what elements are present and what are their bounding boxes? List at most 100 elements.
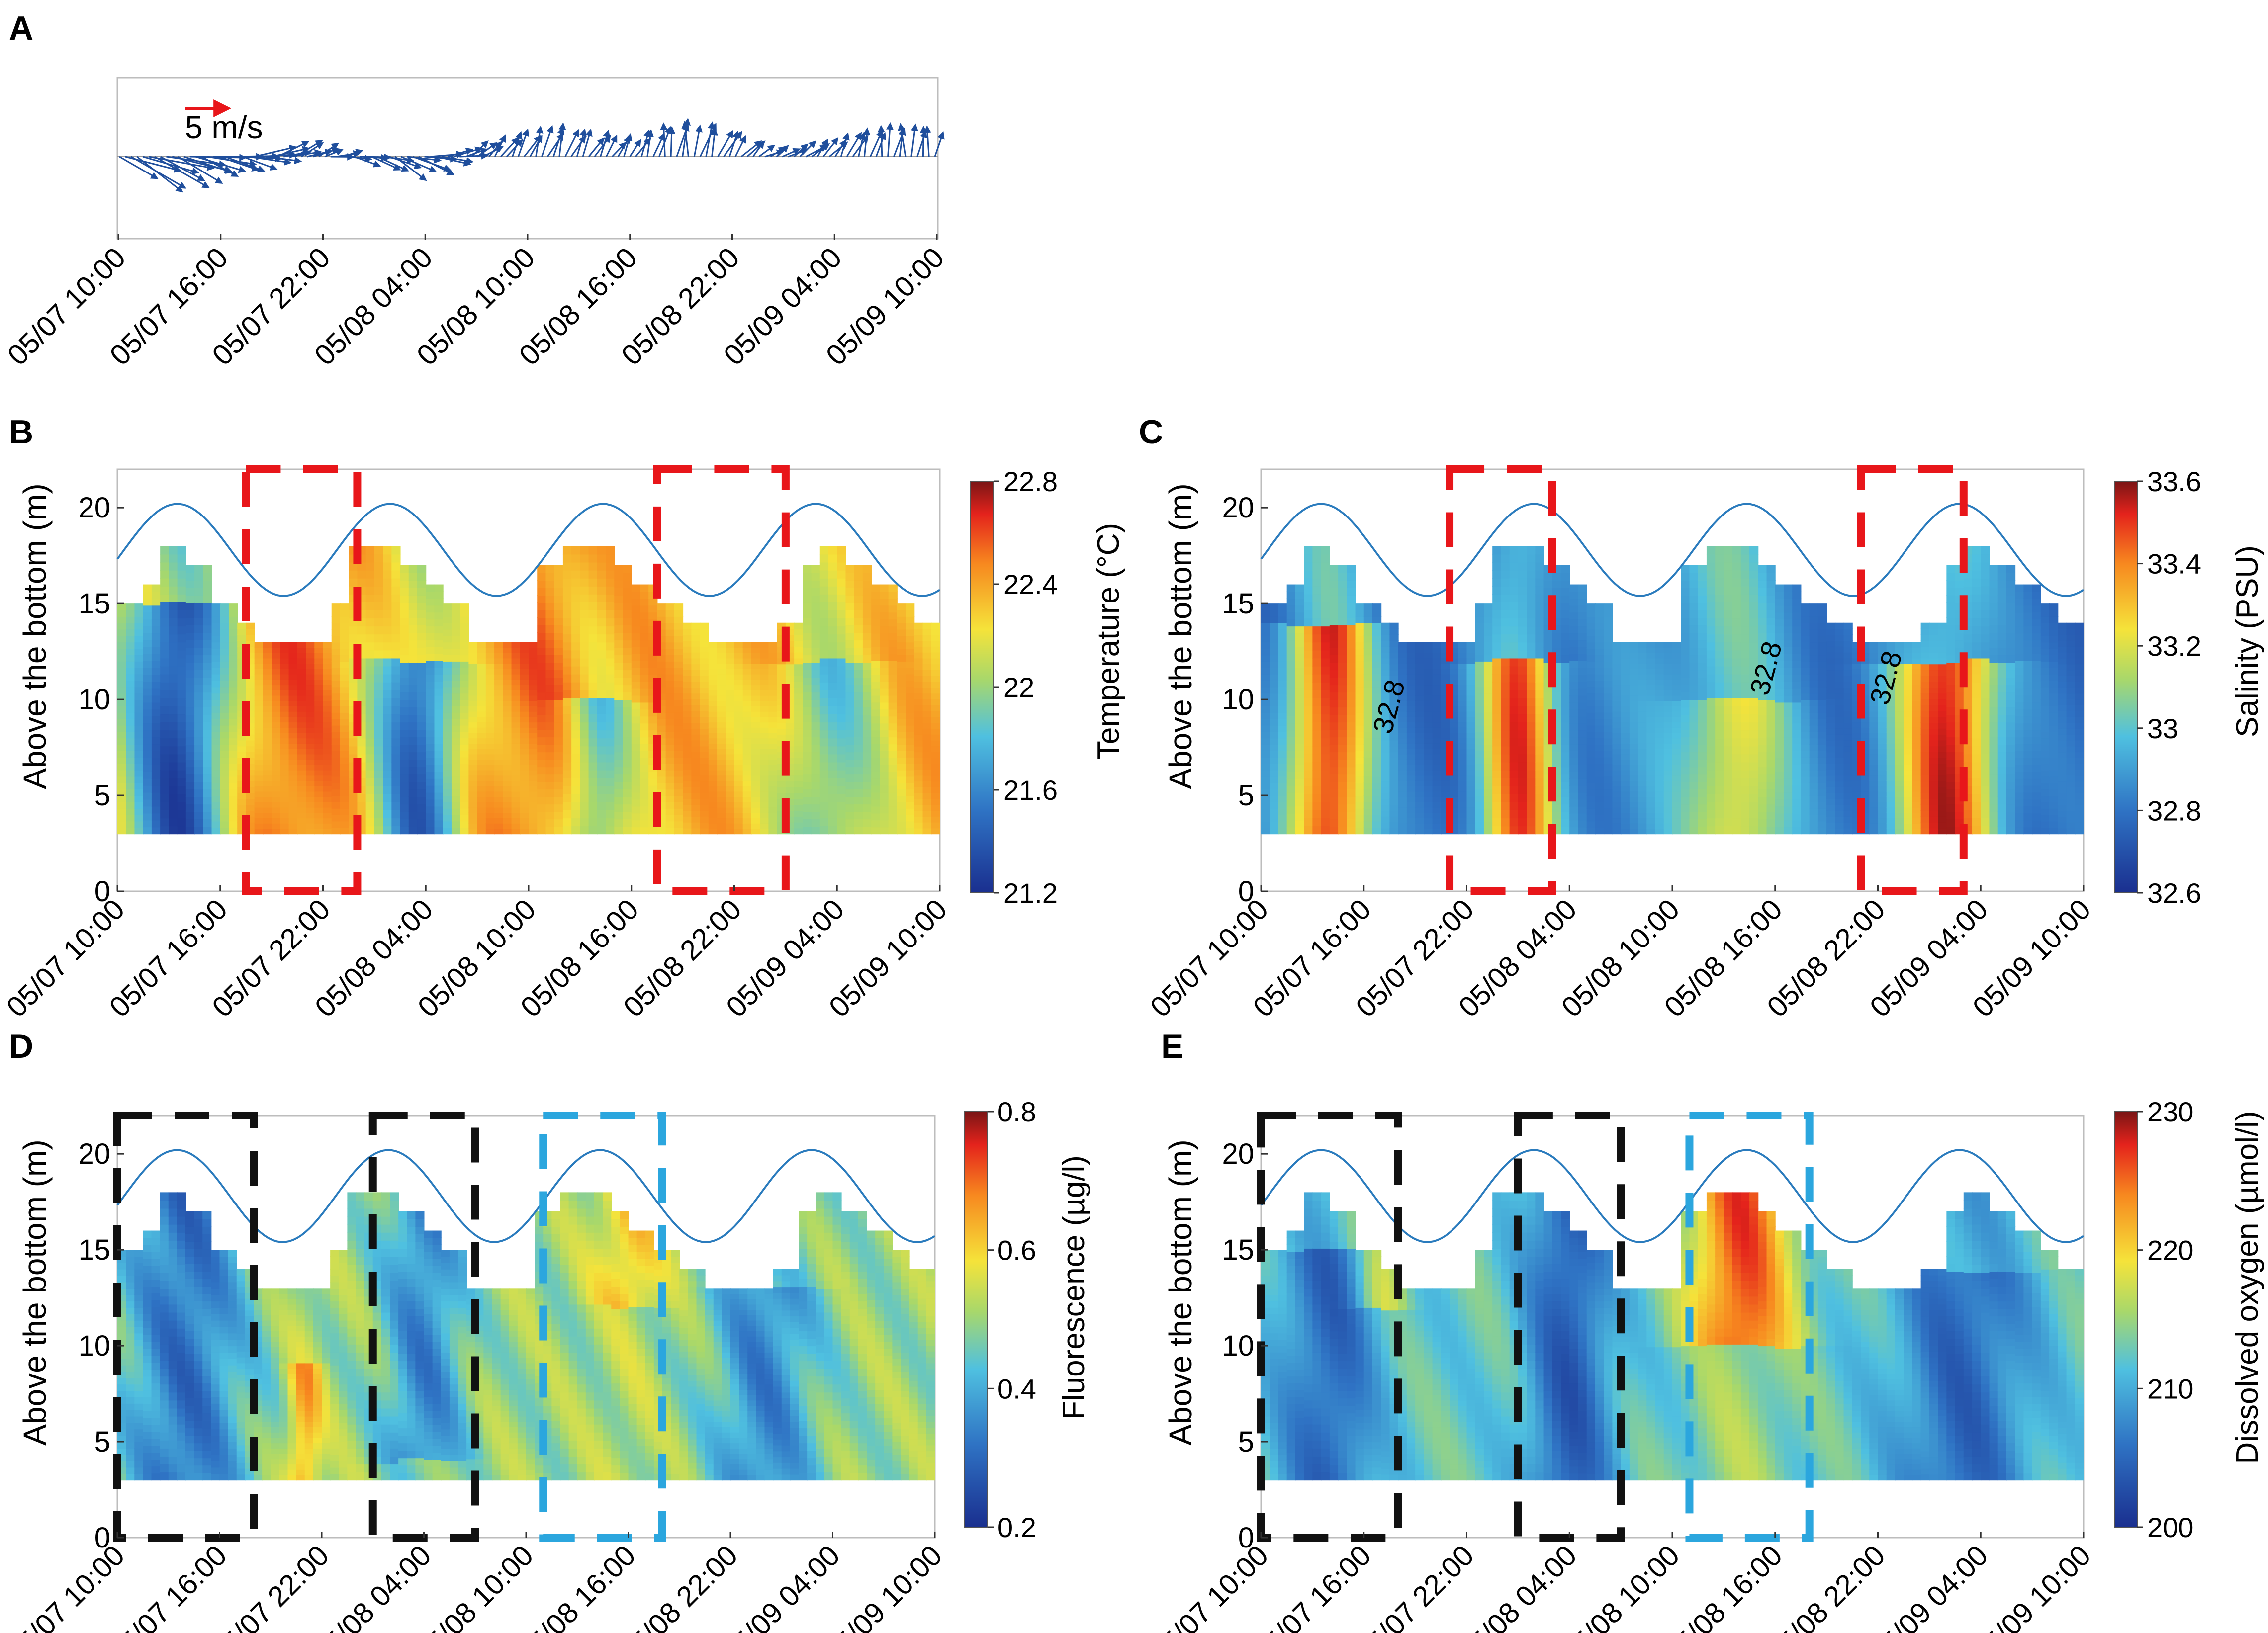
heat-cell xyxy=(871,792,881,800)
heat-cell xyxy=(1450,780,1459,786)
heat-cell xyxy=(297,647,307,653)
heat-cell xyxy=(760,828,769,835)
heat-cell xyxy=(819,618,829,627)
heat-cell xyxy=(580,642,589,651)
heat-cell xyxy=(588,618,598,627)
heat-cell xyxy=(1527,762,1536,771)
wind-arrow xyxy=(219,156,260,172)
heat-cell xyxy=(1304,554,1313,563)
heat-cell xyxy=(160,682,170,690)
heat-cell xyxy=(1535,626,1544,635)
heat-cell xyxy=(331,635,341,643)
heat-cell xyxy=(683,734,692,741)
heat-cell xyxy=(151,688,161,696)
heat-cell xyxy=(1527,618,1536,627)
y-tick-label: 15 xyxy=(78,588,110,620)
heat-cell xyxy=(1501,809,1510,819)
heat-cell xyxy=(1363,738,1373,745)
wind-arrow xyxy=(552,127,565,157)
heat-cell xyxy=(1398,791,1407,797)
heat-cell xyxy=(1415,663,1425,669)
heat-cell xyxy=(639,584,649,592)
heat-cell xyxy=(914,757,923,764)
heat-cell xyxy=(151,723,161,731)
heat-cell xyxy=(1535,809,1544,819)
heat-cell xyxy=(408,595,418,603)
heat-cell xyxy=(1509,777,1519,786)
heat-cell xyxy=(511,764,521,771)
heat-cell xyxy=(494,716,504,723)
heat-cell xyxy=(597,578,607,587)
heat-cell xyxy=(1424,705,1433,712)
wind-arrow xyxy=(394,156,427,181)
heat-cell xyxy=(1535,618,1544,627)
heat-cell xyxy=(365,570,375,579)
heat-cell xyxy=(1270,738,1279,745)
heat-cell xyxy=(708,658,718,664)
heat-cell xyxy=(708,642,718,648)
heat-cell xyxy=(854,759,863,768)
heat-cell xyxy=(1329,767,1339,775)
heat-cell xyxy=(383,777,392,786)
heat-cell xyxy=(1441,812,1451,819)
heat-cell xyxy=(228,782,238,790)
heat-cell xyxy=(597,674,607,683)
heat-cell xyxy=(674,770,684,777)
heat-cell xyxy=(691,757,701,764)
heat-cell xyxy=(374,689,384,698)
heat-cell xyxy=(1509,801,1519,810)
heat-cell xyxy=(529,743,538,749)
heat-cell xyxy=(897,782,907,790)
heat-cell xyxy=(674,725,684,732)
heat-cell xyxy=(837,785,846,794)
heat-cell xyxy=(400,655,409,663)
heat-cell xyxy=(1389,675,1399,682)
heat-cell xyxy=(537,640,546,648)
heat-cell xyxy=(1338,752,1348,760)
heat-cell xyxy=(400,699,409,708)
heat-cell xyxy=(185,737,195,745)
heat-cell xyxy=(545,572,555,581)
heat-cell xyxy=(1518,666,1528,675)
heat-cell xyxy=(323,658,332,664)
heat-cell xyxy=(1278,789,1287,796)
heat-cell xyxy=(545,714,555,723)
heat-cell xyxy=(683,757,692,764)
heat-cell xyxy=(1432,738,1442,744)
heat-cell xyxy=(794,640,804,647)
heat-cell xyxy=(751,770,761,776)
heat-cell xyxy=(537,655,546,663)
heat-cell xyxy=(228,648,238,656)
heat-cell xyxy=(1312,738,1322,747)
heat-cell xyxy=(263,722,272,728)
heat-cell xyxy=(691,763,701,770)
heat-cell xyxy=(143,646,152,654)
heat-cell xyxy=(185,774,195,782)
heat-cell xyxy=(580,818,589,827)
heat-cell xyxy=(562,682,572,690)
heat-cell xyxy=(700,710,709,717)
heat-cell xyxy=(272,652,281,659)
heat-cell xyxy=(794,628,804,635)
heat-cell xyxy=(1441,647,1451,653)
heat-cell xyxy=(1406,743,1416,749)
heat-cell xyxy=(263,770,272,776)
heat-cell xyxy=(460,763,469,771)
wind-arrow xyxy=(711,128,718,157)
heat-cell xyxy=(126,629,135,636)
heat-cell xyxy=(1372,738,1382,745)
heat-cell xyxy=(477,642,486,648)
heat-cell xyxy=(906,635,915,643)
heat-cell xyxy=(1347,595,1356,603)
heat-cell xyxy=(383,546,392,555)
heat-cell xyxy=(1509,586,1519,595)
heat-cell xyxy=(460,648,469,656)
heat-cell xyxy=(520,743,529,749)
heat-cell xyxy=(1432,818,1442,824)
heat-cell xyxy=(614,826,624,835)
heat-cell xyxy=(272,754,281,760)
heat-cell xyxy=(511,791,521,797)
heat-cell xyxy=(151,785,161,793)
heat-cell xyxy=(819,562,829,571)
heat-cell xyxy=(117,782,127,790)
